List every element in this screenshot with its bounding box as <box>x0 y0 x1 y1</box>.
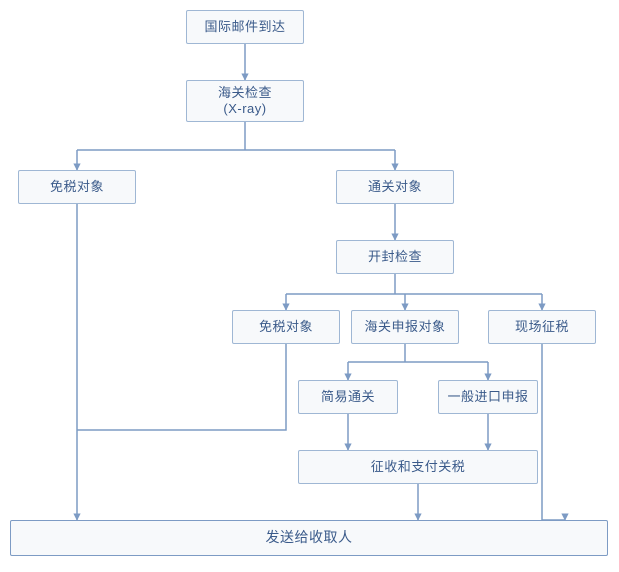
node-onsite: 现场征税 <box>488 310 596 344</box>
node-label: 开封检查 <box>368 249 422 265</box>
node-exempt2: 免税对象 <box>232 310 340 344</box>
node-xray: 海关检查 (X-ray) <box>186 80 304 122</box>
node-label: 一般进口申报 <box>447 389 528 405</box>
node-label: 国际邮件到达 <box>204 19 285 35</box>
node-open: 开封检查 <box>336 240 454 274</box>
edges-layer <box>0 0 619 572</box>
node-declare: 海关申报对象 <box>351 310 459 344</box>
node-label: 发送给收取人 <box>266 529 353 547</box>
node-label: 通关对象 <box>368 179 422 195</box>
node-tax: 征收和支付关税 <box>298 450 538 484</box>
node-general: 一般进口申报 <box>438 380 538 414</box>
node-label: 免税对象 <box>50 179 104 195</box>
edge <box>77 344 286 430</box>
node-label: 征收和支付关税 <box>371 459 466 475</box>
node-exempt1: 免税对象 <box>18 170 136 204</box>
node-subject: 通关对象 <box>336 170 454 204</box>
node-label: 现场征税 <box>515 319 569 335</box>
node-arrive: 国际邮件到达 <box>186 10 304 44</box>
node-label: 海关申报对象 <box>364 319 445 335</box>
node-label: 简易通关 <box>321 389 375 405</box>
flowchart-canvas: 国际邮件到达海关检查 (X-ray)免税对象通关对象开封检查免税对象海关申报对象… <box>0 0 619 572</box>
node-deliver: 发送给收取人 <box>10 520 608 556</box>
node-simple: 简易通关 <box>298 380 398 414</box>
node-label: 免税对象 <box>259 319 313 335</box>
edge <box>542 344 565 520</box>
node-label: 海关检查 (X-ray) <box>218 85 272 118</box>
